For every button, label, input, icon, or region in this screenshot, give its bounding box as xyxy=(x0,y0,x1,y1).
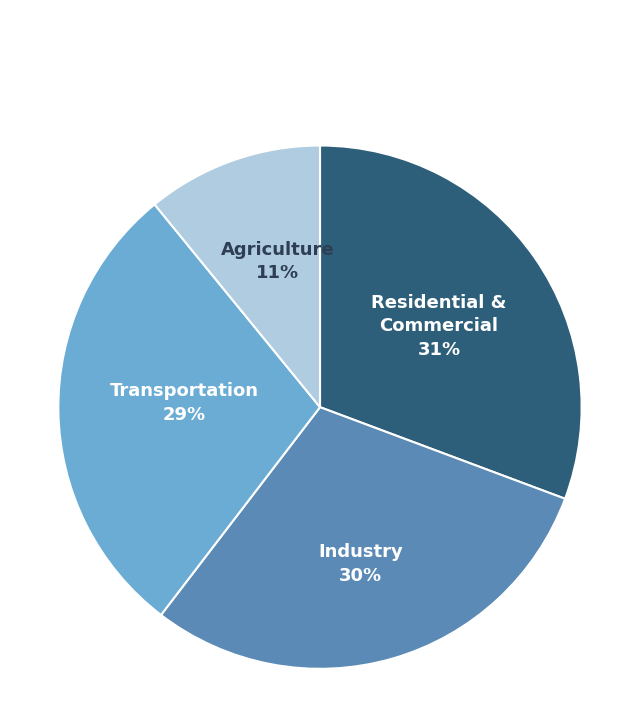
Wedge shape xyxy=(320,145,582,499)
Text: by Sector with Electricity Distributed: by Sector with Electricity Distributed xyxy=(15,77,625,105)
Wedge shape xyxy=(161,407,565,669)
Text: Agriculture
11%: Agriculture 11% xyxy=(221,241,335,282)
Text: Transportation
29%: Transportation 29% xyxy=(109,382,259,424)
Wedge shape xyxy=(155,145,320,407)
Wedge shape xyxy=(58,204,320,615)
Text: Industry
30%: Industry 30% xyxy=(318,543,403,585)
Text: Residential &
Commercial
31%: Residential & Commercial 31% xyxy=(371,293,507,359)
Text: Total U.S. Greenhouse Gas Emissions: Total U.S. Greenhouse Gas Emissions xyxy=(16,27,624,55)
